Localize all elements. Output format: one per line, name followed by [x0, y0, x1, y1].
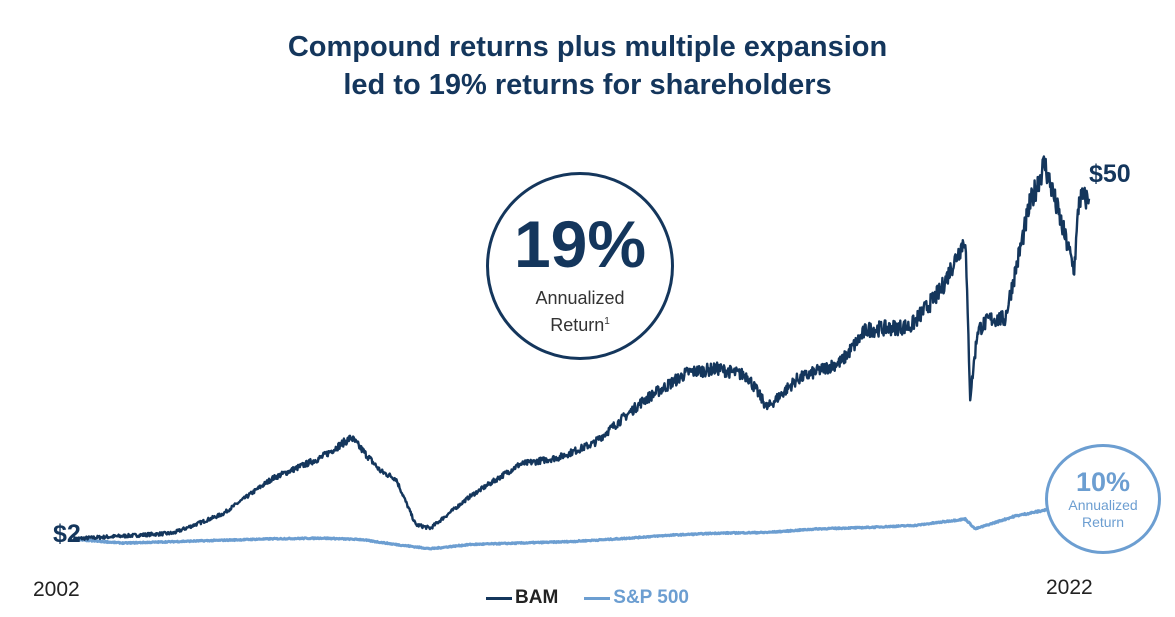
title-line-2: led to 19% returns for shareholders	[343, 69, 832, 101]
series-line-sp500	[72, 504, 1066, 551]
start-value-label: $2	[53, 520, 81, 548]
legend-label-bam: BAM	[515, 587, 559, 608]
legend-swatch-sp500	[584, 596, 611, 600]
bam-caption-return: Return	[550, 315, 605, 335]
end-value-label: $50	[1089, 160, 1131, 188]
sp500-return-callout: 10% Annualized Return	[1045, 444, 1161, 554]
legend-label-sp500: S&P 500	[613, 587, 689, 608]
x-axis-start-year: 2002	[33, 578, 80, 601]
legend-item-sp500: S&P 500	[584, 587, 689, 609]
legend: BAM S&P 500	[0, 587, 1175, 609]
legend-item-bam: BAM	[486, 587, 558, 609]
bam-return-value: 19%	[513, 207, 647, 281]
bam-return-caption: Annualized Return1	[489, 287, 671, 337]
x-axis-end-year: 2022	[1046, 576, 1093, 599]
chart-title: Compound returns plus multiple expansion…	[0, 28, 1175, 104]
series-layer	[72, 155, 1091, 551]
bam-caption-line2: Return1	[489, 310, 671, 337]
series-line-bam	[72, 155, 1091, 541]
legend-swatch-bam	[486, 596, 512, 600]
sp500-caption-line1: Annualized	[1068, 497, 1138, 513]
sp500-return-value: 10%	[1075, 467, 1131, 497]
footnote-marker: 1	[604, 316, 610, 327]
bam-return-callout: 19% Annualized Return1	[486, 172, 674, 360]
sp500-caption-line2: Return	[1081, 514, 1125, 530]
title-line-1: Compound returns plus multiple expansion	[287, 31, 888, 63]
bam-caption-line1: Annualized	[535, 288, 625, 308]
